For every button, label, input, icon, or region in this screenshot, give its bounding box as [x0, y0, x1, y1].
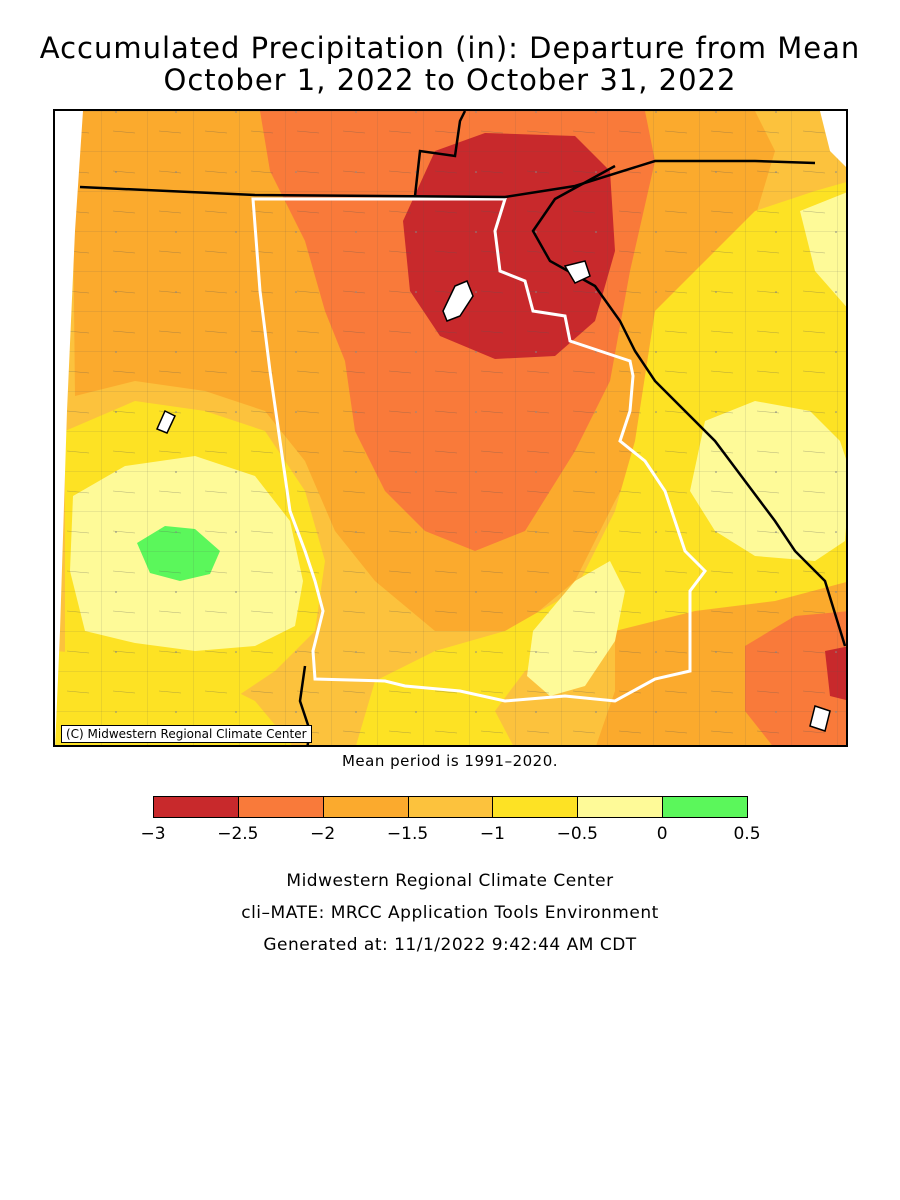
- legend-tick-label: 0: [656, 824, 668, 844]
- lake-east: [563, 260, 591, 284]
- legend-colorbar: [153, 796, 748, 818]
- legend-swatch: [237, 796, 324, 818]
- blank-right-edge: [820, 111, 846, 167]
- legend-tick-label: −3: [140, 824, 166, 844]
- legend-tick-label: −1.5: [386, 824, 429, 844]
- map-title-line2: October 1, 2022 to October 31, 2022: [163, 63, 737, 97]
- legend-tick-label: 0.5: [733, 824, 761, 844]
- lake-west: [155, 409, 176, 434]
- map-canvas: [55, 111, 846, 745]
- mean-period-note: Mean period is 1991–2020.: [341, 752, 559, 770]
- legend-tick-label: −2: [310, 824, 336, 844]
- copyright-label: (C) Midwestern Regional Climate Center: [61, 725, 312, 743]
- map-title-line1: Accumulated Precipitation (in): Departur…: [39, 31, 861, 65]
- legend-swatch: [662, 796, 748, 818]
- footer-generated: Generated at: 11/1/2022 9:42:44 AM CDT: [263, 935, 637, 955]
- state-boundary: [251, 197, 707, 703]
- legend-swatch: [407, 796, 494, 818]
- legend-swatch: [153, 796, 239, 818]
- legend-swatch: [492, 796, 579, 818]
- legend-swatch: [322, 796, 409, 818]
- precipitation-map: (C) Midwestern Regional Climate Center: [53, 109, 848, 747]
- footer-tool: cli–MATE: MRCC Application Tools Environ…: [241, 903, 659, 923]
- legend-swatch: [577, 796, 664, 818]
- blank-left-edge: [55, 111, 83, 745]
- boundary-north: [79, 159, 816, 199]
- footer-org: Midwestern Regional Climate Center: [286, 871, 614, 891]
- legend-tick-label: −2.5: [217, 824, 259, 844]
- boundary-east: [531, 164, 846, 647]
- legend-tick-label: −0.5: [556, 824, 598, 844]
- boundary-river-north: [413, 111, 467, 197]
- legend-tick-label: −1: [479, 824, 505, 844]
- lake-north: [442, 280, 474, 322]
- lake-southeast: [809, 705, 831, 732]
